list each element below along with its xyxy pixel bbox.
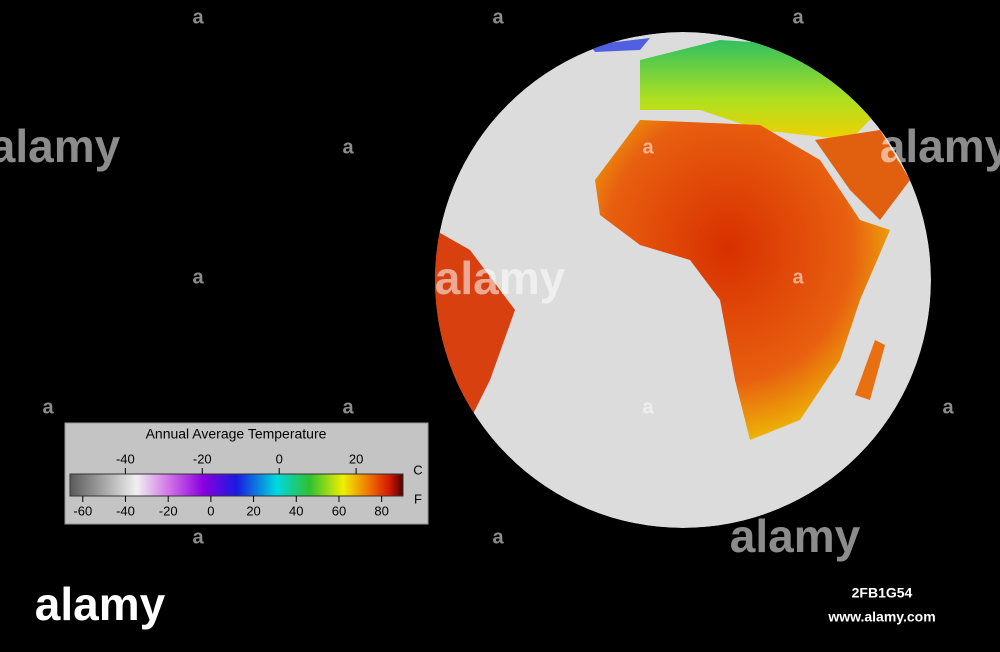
- watermark-logo: alamy: [880, 120, 1000, 172]
- fahrenheit-tick-label: 0: [207, 503, 214, 518]
- fahrenheit-tick-label: -40: [116, 503, 135, 518]
- legend-title: Annual Average Temperature: [146, 426, 327, 442]
- fahrenheit-unit: F: [414, 491, 422, 506]
- africa: [595, 120, 890, 440]
- fahrenheit-tick-label: 40: [289, 503, 303, 518]
- watermark-mark: a: [642, 396, 654, 418]
- watermark-mark: a: [42, 396, 54, 418]
- legend: Annual Average Temperature C F -40 -20 0 20…: [64, 422, 429, 525]
- brand-logo: alamy: [35, 578, 166, 630]
- greenland-edge: [590, 38, 650, 52]
- watermark-mark: a: [492, 526, 504, 548]
- watermark-mark: a: [192, 6, 204, 28]
- watermark-logo: alamy: [435, 252, 566, 304]
- celsius-tick-label: -40: [116, 451, 135, 466]
- watermark-mark: a: [792, 6, 804, 28]
- celsius-tick-label: -20: [193, 451, 212, 466]
- fahrenheit-tick-label: 80: [374, 503, 388, 518]
- watermark-mark: a: [792, 266, 804, 288]
- fahrenheit-tick-label: 20: [246, 503, 260, 518]
- celsius-tick-label: 20: [349, 451, 363, 466]
- fahrenheit-tick-label: -60: [73, 503, 92, 518]
- watermark-mark: a: [942, 396, 954, 418]
- watermark-mark: a: [492, 6, 504, 28]
- madagascar: [855, 340, 885, 400]
- watermark-logo: alamy: [0, 120, 121, 172]
- arabia: [815, 130, 910, 220]
- color-bar: [69, 473, 404, 497]
- watermark-mark: a: [192, 266, 204, 288]
- celsius-unit: C: [413, 462, 422, 477]
- watermark-mark: a: [342, 396, 354, 418]
- watermark-mark: a: [342, 136, 354, 158]
- watermark-logo: alamy: [730, 510, 861, 562]
- watermark-mark: a: [192, 526, 204, 548]
- celsius-tick-label: 0: [276, 451, 283, 466]
- site-url: www.alamy.com: [827, 609, 935, 625]
- fahrenheit-tick-label: 60: [332, 503, 346, 518]
- image-id: 2FB1G54: [852, 585, 913, 601]
- watermarks: alamy alamy alamy alamy alamy a a a a a …: [0, 6, 1000, 630]
- watermark-mark: a: [642, 136, 654, 158]
- fahrenheit-tick-label: -20: [159, 503, 178, 518]
